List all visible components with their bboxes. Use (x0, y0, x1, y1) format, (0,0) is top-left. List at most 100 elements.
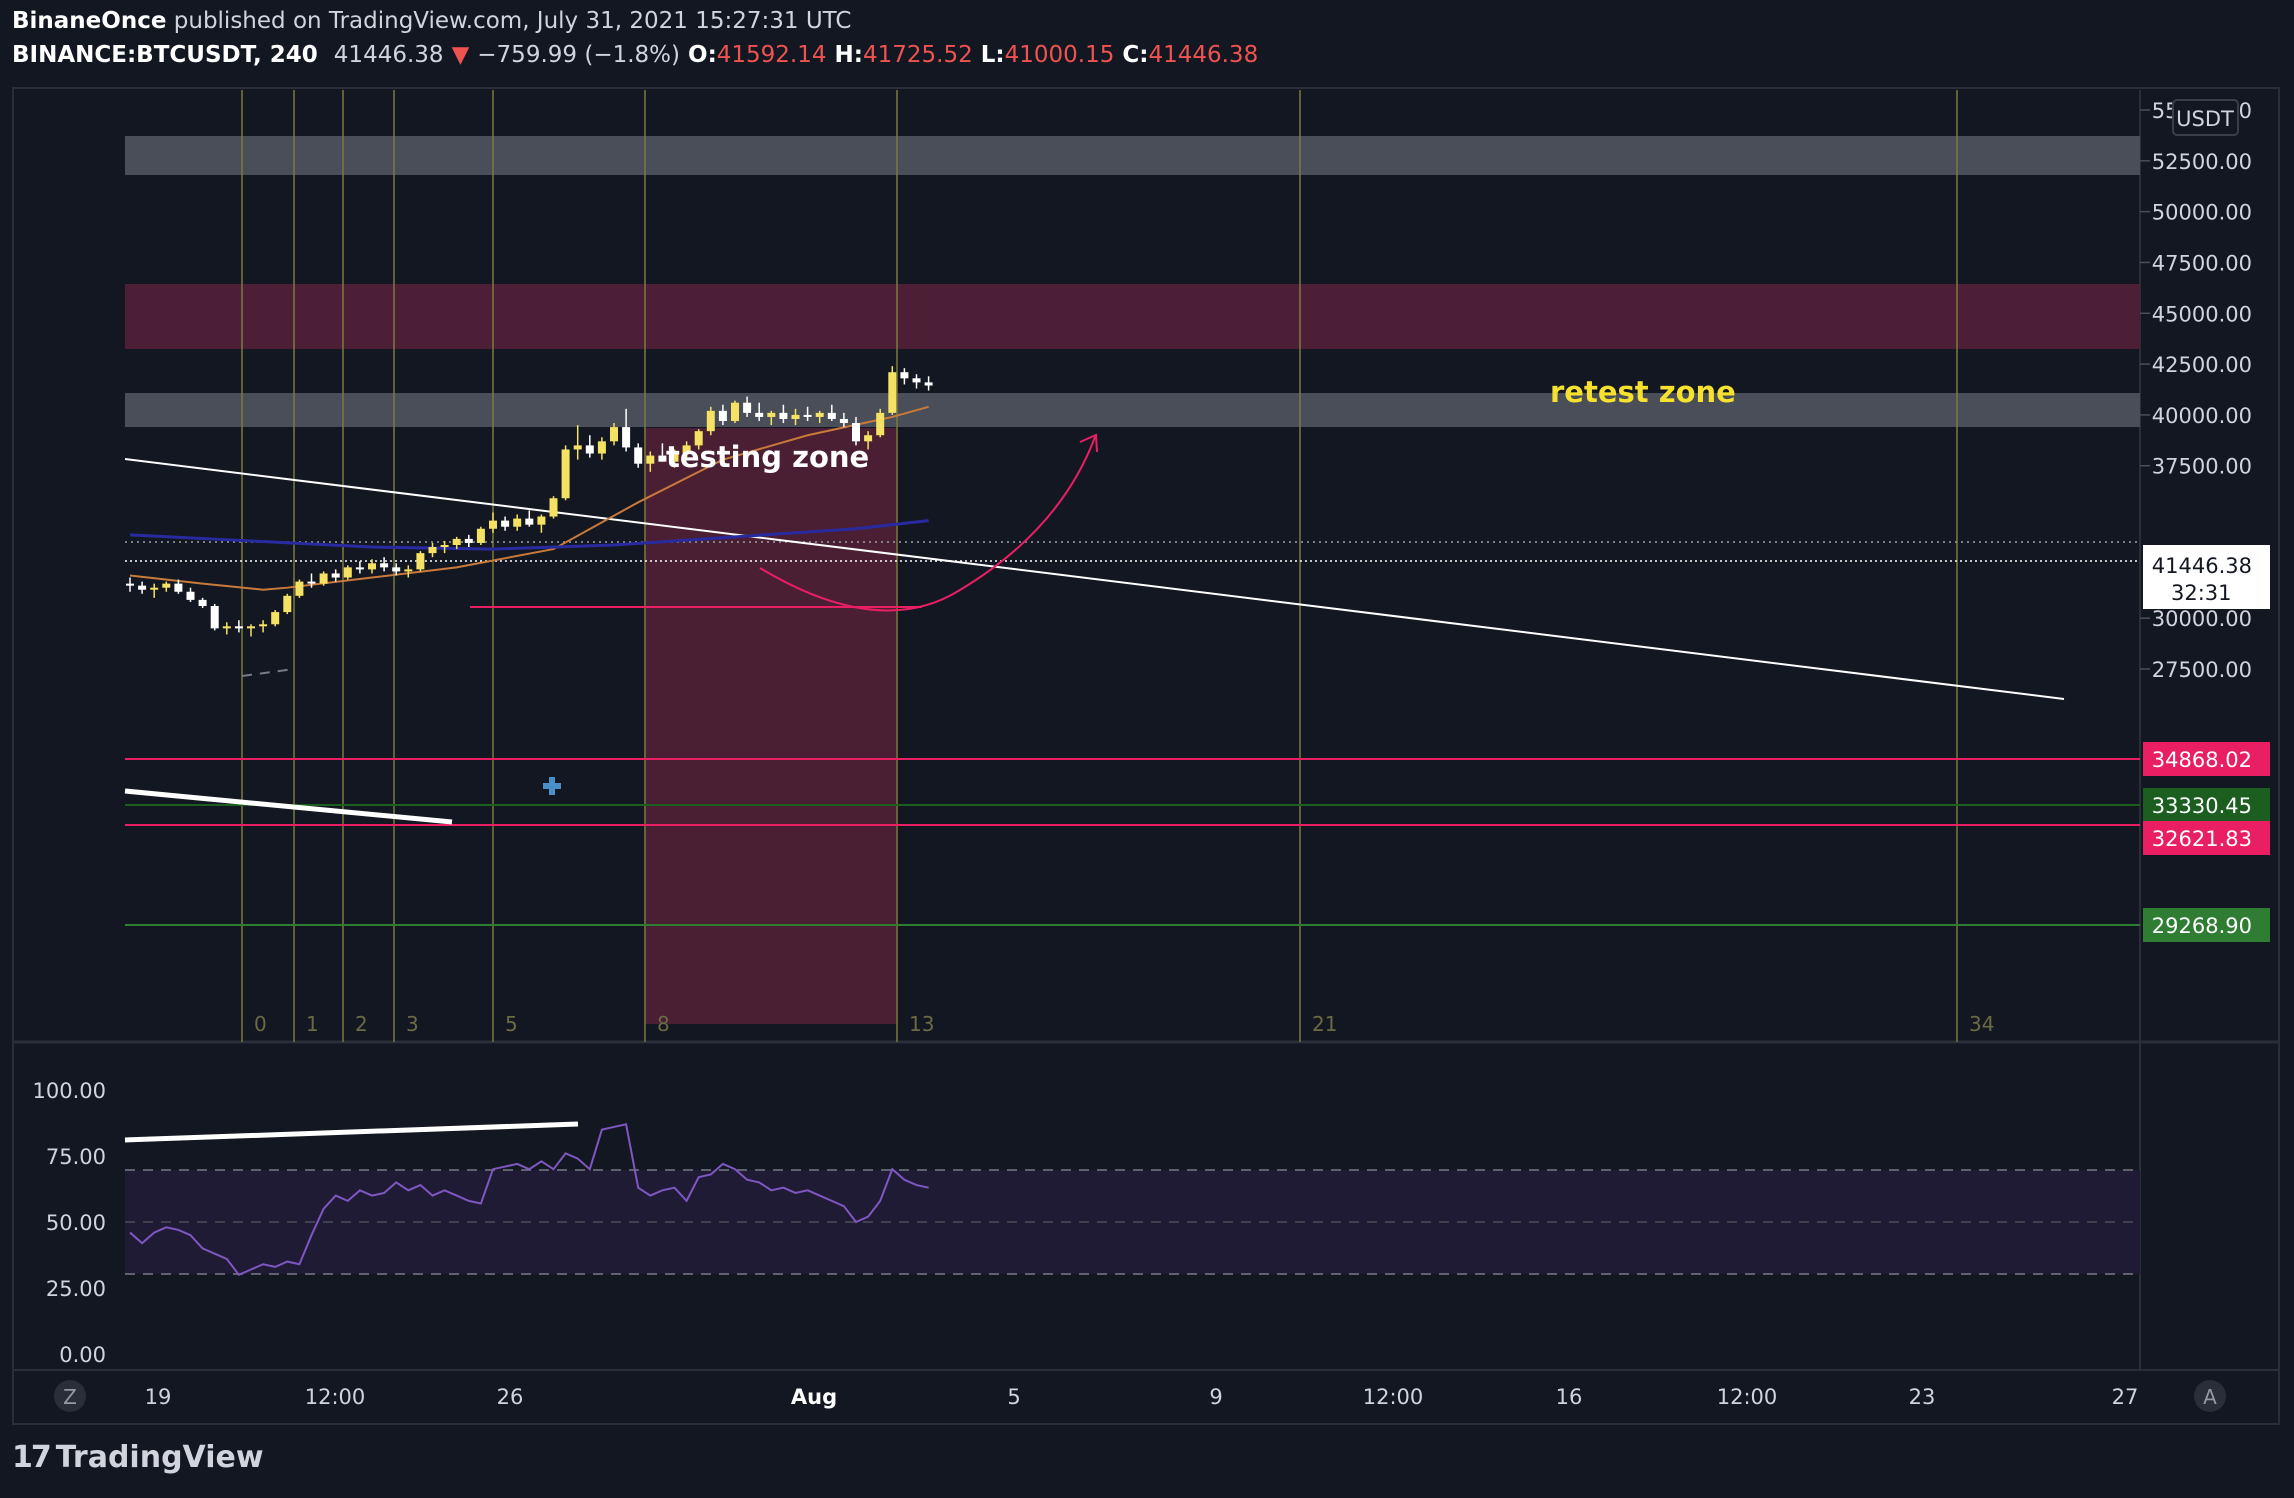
price-change: −759.99 (−1.8%) (477, 42, 680, 68)
price-tick-label: 45000.00 (2152, 302, 2252, 326)
candle-body (355, 567, 364, 570)
candle-body (162, 583, 171, 588)
candle-body (900, 372, 909, 379)
testing-zone-box[interactable] (645, 428, 897, 1024)
candle-body (767, 412, 776, 417)
time-tick-label: 12:00 (1717, 1385, 1778, 1409)
testing-zone-label[interactable]: testing zone (666, 440, 869, 474)
candle-body (440, 545, 449, 548)
zone-maroon[interactable] (125, 284, 2140, 349)
fib-label: 5 (505, 1012, 518, 1036)
low-value: 41000.15 (1004, 42, 1115, 68)
candle-body (912, 378, 921, 383)
candle-body (888, 372, 897, 413)
retest-zone-label[interactable]: retest zone (1550, 375, 1736, 409)
candle-body (706, 410, 715, 432)
candle-body (416, 553, 425, 570)
cross-marker-icon (543, 777, 561, 795)
candle-body (549, 498, 558, 517)
price-tick-label: 50000.00 (2152, 201, 2252, 225)
symbol-label[interactable]: BINANCE:BTCUSDT, 240 (12, 42, 318, 68)
divergence-line-price[interactable] (124, 788, 453, 825)
currency-button[interactable] (2172, 99, 2239, 136)
fib-label: 3 (406, 1012, 419, 1036)
candle-body (827, 412, 836, 419)
candle-body (428, 547, 437, 554)
candle-body (234, 626, 243, 629)
candle-body (501, 520, 510, 527)
candle-body (198, 599, 207, 606)
price-level-badge (2143, 788, 2270, 822)
candle-body (864, 435, 873, 442)
candle-body (126, 583, 134, 586)
price-level-badge (2143, 821, 2270, 855)
author-name[interactable]: BinaneOnce (12, 8, 167, 34)
time-tick-label: 27 (2112, 1385, 2139, 1409)
candle-body (489, 520, 497, 529)
zoom-icon: Z (63, 1385, 77, 1409)
candle-body (815, 412, 824, 417)
rsi-tick-label: 100.00 (33, 1079, 106, 1103)
time-axis[interactable]: 19 12:00 26 Aug 5 9 12:00 16 12:00 23 27 (145, 1385, 2139, 1409)
ema-short-line (129, 405, 929, 591)
zone-top-grey[interactable] (125, 136, 2140, 175)
time-tick-label: 23 (1909, 1385, 1936, 1409)
zoom-button[interactable] (54, 1380, 86, 1412)
arrow-head-icon (1079, 433, 1098, 453)
fib-label: 21 (1312, 1012, 1337, 1036)
currency-label: USDT (2176, 107, 2234, 131)
rsi-tick-label: 0.00 (59, 1343, 106, 1367)
published-text: published on TradingView.com, July 31, 2… (166, 8, 852, 34)
projection-curve-arrow[interactable] (759, 436, 1096, 612)
rsi-axis[interactable]: 100.00 75.00 50.00 25.00 0.00 (33, 1079, 106, 1367)
zone-retest-grey[interactable] (125, 393, 2140, 427)
candle-body (150, 587, 159, 590)
candle-body (174, 583, 183, 592)
candle-body (380, 563, 389, 568)
candle-body (682, 445, 691, 454)
time-tick-label: 5 (1007, 1385, 1020, 1409)
candle-body (247, 626, 255, 629)
auto-scale-button[interactable] (2194, 1380, 2226, 1412)
price-level-badge (2143, 908, 2270, 942)
tradingview-logo-text: TradingView (55, 1440, 264, 1475)
down-arrow-icon: ▼ (451, 42, 470, 68)
candle-body (295, 581, 304, 596)
price-level-badge-value: 32621.83 (2152, 827, 2252, 851)
close-value: 41446.38 (1148, 42, 1259, 68)
time-tick-label: 12:00 (1363, 1385, 1424, 1409)
candles (126, 366, 933, 637)
open-value: 41592.14 (716, 42, 827, 68)
rsi-line (129, 1123, 929, 1277)
candle-body (852, 423, 860, 442)
time-tick-label: 12:00 (305, 1385, 366, 1409)
candle-body (331, 573, 340, 578)
dashed-small-line (241, 668, 295, 677)
candle-body (210, 605, 219, 629)
candle-body (476, 528, 485, 543)
price-level-badge-value: 34868.02 (2152, 748, 2252, 772)
fib-time-zones[interactable]: 0 1 2 3 5 8 13 21 34 (241, 90, 1994, 1042)
last-price: 41446.38 (333, 42, 444, 68)
candle-body (513, 518, 522, 527)
descending-trendline[interactable] (124, 458, 2065, 700)
price-tick-label: 30000.00 (2152, 607, 2252, 631)
divergence-line-rsi[interactable] (124, 1121, 579, 1143)
moving-averages (129, 405, 929, 591)
ema-long-line (129, 519, 929, 551)
candle-body (561, 449, 570, 499)
candle-body (319, 573, 328, 584)
ohlc-line: BINANCE:BTCUSDT, 240 41446.38 ▼ −759.99 … (12, 42, 1258, 68)
time-tick-label: 19 (145, 1385, 172, 1409)
candle-body (307, 581, 316, 584)
candle-body (610, 427, 618, 442)
candle-body (658, 455, 667, 462)
candle-body (924, 382, 933, 386)
tradingview-logo[interactable]: 17 TradingView (12, 1440, 264, 1475)
candle-body (368, 563, 376, 570)
rsi-tick-label: 75.00 (46, 1145, 106, 1169)
candle-body (404, 569, 413, 572)
candle-body (731, 402, 739, 422)
candle-body (186, 591, 195, 600)
